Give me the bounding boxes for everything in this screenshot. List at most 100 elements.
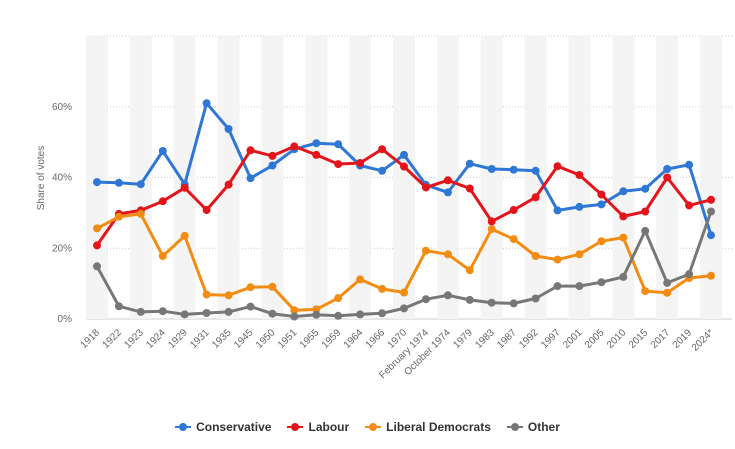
data-point[interactable]: [553, 255, 562, 264]
data-point[interactable]: [378, 166, 387, 175]
data-point[interactable]: [509, 299, 518, 308]
data-point[interactable]: [531, 193, 540, 202]
data-point[interactable]: [202, 206, 211, 214]
data-point[interactable]: [553, 206, 562, 215]
data-point[interactable]: [575, 250, 584, 259]
data-point[interactable]: [509, 165, 518, 174]
data-point[interactable]: [202, 99, 211, 108]
data-point[interactable]: [531, 252, 540, 260]
data-point[interactable]: [663, 278, 672, 287]
data-point[interactable]: [400, 162, 408, 171]
data-point[interactable]: [707, 231, 715, 240]
data-point[interactable]: [575, 171, 584, 179]
data-point[interactable]: [378, 145, 387, 154]
data-point[interactable]: [136, 307, 145, 316]
data-point[interactable]: [136, 180, 145, 189]
data-point[interactable]: [268, 309, 277, 318]
data-point[interactable]: [465, 184, 474, 193]
data-point[interactable]: [180, 310, 189, 319]
data-point[interactable]: [312, 310, 321, 319]
data-point[interactable]: [619, 233, 628, 242]
data-point[interactable]: [334, 294, 343, 303]
data-point[interactable]: [685, 160, 694, 169]
data-point[interactable]: [663, 288, 672, 297]
data-point[interactable]: [224, 291, 233, 300]
data-point[interactable]: [641, 287, 650, 296]
data-point[interactable]: [707, 195, 715, 204]
data-point[interactable]: [202, 309, 211, 317]
data-point[interactable]: [597, 237, 606, 246]
data-point[interactable]: [93, 241, 101, 250]
data-point[interactable]: [93, 178, 101, 187]
data-point[interactable]: [685, 201, 694, 210]
data-point[interactable]: [509, 206, 518, 214]
data-point[interactable]: [312, 150, 321, 159]
data-point[interactable]: [290, 142, 299, 151]
legend-item-liberal-democrats[interactable]: Liberal Democrats: [365, 420, 491, 434]
data-point[interactable]: [224, 307, 233, 316]
data-point[interactable]: [443, 176, 452, 185]
data-point[interactable]: [180, 183, 189, 192]
data-point[interactable]: [707, 271, 715, 280]
data-point[interactable]: [707, 207, 715, 216]
data-point[interactable]: [246, 146, 255, 155]
data-point[interactable]: [400, 288, 408, 297]
data-point[interactable]: [575, 202, 584, 211]
data-point[interactable]: [246, 283, 255, 292]
data-point[interactable]: [641, 226, 650, 235]
data-point[interactable]: [268, 161, 277, 170]
data-point[interactable]: [246, 174, 255, 183]
legend-item-conservative[interactable]: Conservative: [175, 420, 271, 434]
data-point[interactable]: [641, 207, 650, 216]
data-point[interactable]: [268, 282, 277, 291]
data-point[interactable]: [290, 306, 299, 315]
data-point[interactable]: [443, 291, 452, 300]
data-point[interactable]: [619, 272, 628, 281]
data-point[interactable]: [114, 302, 123, 311]
data-point[interactable]: [421, 246, 430, 255]
data-point[interactable]: [356, 275, 365, 284]
data-point[interactable]: [487, 225, 496, 234]
data-point[interactable]: [597, 190, 606, 199]
data-point[interactable]: [443, 188, 452, 197]
data-point[interactable]: [641, 184, 650, 193]
data-point[interactable]: [158, 147, 167, 155]
data-point[interactable]: [465, 295, 474, 304]
data-point[interactable]: [356, 159, 365, 167]
data-point[interactable]: [93, 224, 101, 233]
data-point[interactable]: [158, 197, 167, 206]
data-point[interactable]: [246, 302, 255, 311]
data-point[interactable]: [268, 151, 277, 160]
data-point[interactable]: [487, 217, 496, 226]
data-point[interactable]: [663, 165, 672, 173]
data-point[interactable]: [312, 139, 321, 148]
data-point[interactable]: [158, 307, 167, 316]
data-point[interactable]: [93, 262, 101, 271]
data-point[interactable]: [685, 270, 694, 279]
data-point[interactable]: [597, 278, 606, 287]
data-point[interactable]: [619, 212, 628, 221]
data-point[interactable]: [465, 159, 474, 168]
data-point[interactable]: [531, 294, 540, 303]
data-point[interactable]: [114, 212, 123, 221]
data-point[interactable]: [378, 309, 387, 318]
data-point[interactable]: [553, 282, 562, 291]
data-point[interactable]: [356, 310, 365, 319]
data-point[interactable]: [400, 150, 408, 159]
data-point[interactable]: [619, 187, 628, 196]
data-point[interactable]: [487, 298, 496, 307]
data-point[interactable]: [421, 183, 430, 192]
data-point[interactable]: [224, 180, 233, 189]
data-point[interactable]: [509, 235, 518, 244]
data-point[interactable]: [158, 252, 167, 260]
data-point[interactable]: [334, 311, 343, 320]
data-point[interactable]: [334, 160, 343, 169]
data-point[interactable]: [443, 250, 452, 259]
data-point[interactable]: [663, 173, 672, 182]
data-point[interactable]: [136, 209, 145, 218]
data-point[interactable]: [531, 166, 540, 175]
data-point[interactable]: [421, 295, 430, 304]
data-point[interactable]: [487, 165, 496, 173]
data-point[interactable]: [224, 125, 233, 133]
data-point[interactable]: [114, 178, 123, 187]
